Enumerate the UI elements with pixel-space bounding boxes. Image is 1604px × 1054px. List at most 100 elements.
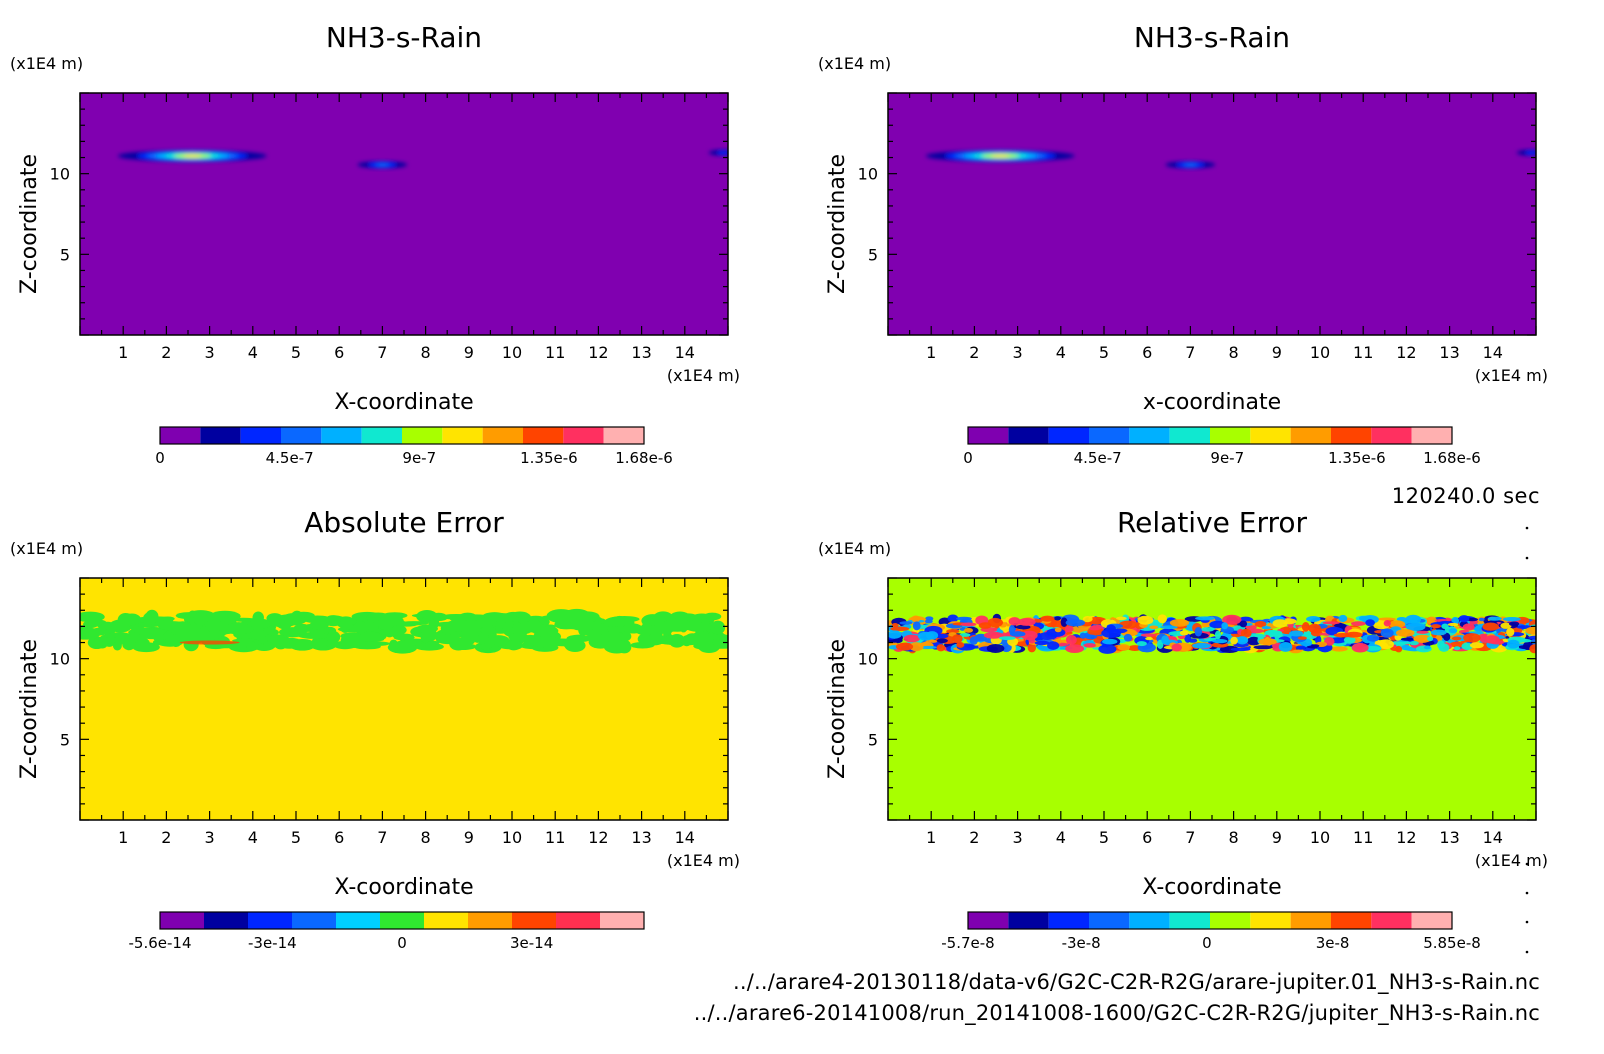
colorbar-swatch <box>1331 912 1372 929</box>
colorbar-label: -3e-8 <box>1062 934 1101 952</box>
y-axis-label: Z-coordinate <box>825 154 850 294</box>
colorbar-swatch <box>1411 427 1452 444</box>
x-tick-label: 14 <box>675 828 695 847</box>
colorbar-swatch <box>424 912 468 929</box>
x-tick-label: 7 <box>1185 343 1195 362</box>
colorbar-swatch <box>523 427 564 444</box>
plot-content <box>117 149 728 169</box>
x-tick-label: 12 <box>588 343 608 362</box>
x-tick-label: 2 <box>969 828 979 847</box>
colorbar-swatch <box>1048 912 1089 929</box>
colorbar-swatch <box>1371 912 1412 929</box>
y-tick-label: 10 <box>50 650 70 669</box>
x-tick-label: 11 <box>1353 343 1373 362</box>
margin-dot <box>1525 920 1529 924</box>
cloud-feature <box>117 150 267 162</box>
colorbar-swatch <box>160 427 201 444</box>
colorbar-swatch <box>468 912 512 929</box>
x-tick-label: 14 <box>675 343 695 362</box>
footer-file-path-1: ../../arare4-20130118/data-v6/G2C-C2R-R2… <box>732 970 1540 994</box>
colorbar: 0 4.5e-7 9e-7 1.35e-6 1.68e-6 <box>963 426 1481 467</box>
colorbar-swatch <box>563 427 604 444</box>
x-unit-label: (x1E4 m) <box>667 366 740 385</box>
colorbar-swatch <box>1129 427 1170 444</box>
panel-title: NH3-s-Rain <box>326 21 482 54</box>
x-axis-label: X-coordinate <box>334 390 473 415</box>
y-unit-label: (x1E4 m) <box>10 54 83 73</box>
x-axis-label: x-coordinate <box>1143 390 1281 415</box>
colorbar-swatch <box>380 912 424 929</box>
x-tick-label: 8 <box>421 828 431 847</box>
x-tick-label: 6 <box>334 343 344 362</box>
y-unit-label: (x1E4 m) <box>818 54 891 73</box>
x-tick-label: 2 <box>161 343 171 362</box>
colorbar-swatch <box>1008 427 1049 444</box>
y-tick-label: 5 <box>60 245 70 264</box>
x-tick-label: 5 <box>1099 343 1109 362</box>
cloud-feature <box>1516 149 1536 156</box>
x-tick-label: 2 <box>161 828 171 847</box>
panel-1: NH3-s-Rain(x1E4 m)1 2 3 4 5 6 7 8 9 10 11 12 13 14510… <box>10 21 740 467</box>
x-tick-label: 10 <box>502 343 522 362</box>
colorbar-swatch <box>1290 427 1331 444</box>
panel-title: NH3-s-Rain <box>1134 21 1290 54</box>
colorbar-swatch <box>248 912 292 929</box>
footer-file-path-2: ../../arare6-20141008/run_20141008-1600/… <box>693 1001 1540 1025</box>
colorbar-swatch <box>968 427 1009 444</box>
colorbar-swatch <box>1089 427 1130 444</box>
margin-dot <box>1525 891 1529 895</box>
x-unit-label: (x1E4 m) <box>1475 366 1548 385</box>
y-tick-label: 5 <box>60 730 70 749</box>
y-tick-label: 10 <box>858 650 878 669</box>
colorbar-swatch <box>603 427 644 444</box>
x-tick-label: 13 <box>1439 343 1459 362</box>
x-tick-label: 4 <box>248 828 258 847</box>
x-tick-label: 8 <box>1229 343 1239 362</box>
x-tick-label: 7 <box>377 828 387 847</box>
y-tick-label: 10 <box>858 165 878 184</box>
x-tick-label: 12 <box>1396 343 1416 362</box>
panel-title: Absolute Error <box>304 506 504 539</box>
plot-content <box>925 149 1536 169</box>
y-axis-label: Z-coordinate <box>17 154 42 294</box>
colorbar-swatch <box>321 427 362 444</box>
x-tick-label: 14 <box>1483 343 1503 362</box>
panel-4: Relative Error(x1E4 m)1 2 3 4 5 6 7 8 9 10 11 12 13 1… <box>818 506 1548 952</box>
colorbar-swatch <box>336 912 380 929</box>
colorbar-label: 4.5e-7 <box>266 449 314 467</box>
x-unit-label: (x1E4 m) <box>667 851 740 870</box>
x-tick-label: 12 <box>588 828 608 847</box>
x-tick-label: 9 <box>1272 343 1282 362</box>
x-tick-label: 7 <box>1185 828 1195 847</box>
x-tick-label: 5 <box>291 828 301 847</box>
x-unit-label: (x1E4 m) <box>1475 851 1548 870</box>
colorbar-label: 1.68e-6 <box>1423 449 1481 467</box>
x-tick-label: 3 <box>205 828 215 847</box>
colorbar-label: -3e-14 <box>248 934 297 952</box>
x-tick-label: 13 <box>1439 828 1459 847</box>
plot-area <box>80 93 728 335</box>
x-tick-label: 10 <box>502 828 522 847</box>
colorbar-swatch <box>1411 912 1452 929</box>
colorbar-swatch <box>1089 912 1130 929</box>
x-tick-label: 4 <box>1056 828 1066 847</box>
plot-content <box>80 608 728 654</box>
colorbar-label: 4.5e-7 <box>1074 449 1122 467</box>
x-tick-label: 1 <box>926 343 936 362</box>
x-tick-label: 1 <box>118 343 128 362</box>
x-tick-label: 6 <box>334 828 344 847</box>
x-axis-label: X-coordinate <box>334 875 473 900</box>
colorbar-label: 9e-7 <box>1210 449 1244 467</box>
x-tick-label: 13 <box>631 828 651 847</box>
panel-3: Absolute Error(x1E4 m)1 2 3 4 5 6 7 8 9 10 11 12 13 1… <box>10 506 740 952</box>
colorbar-label: 0 <box>397 934 407 952</box>
time-label: 120240.0 sec <box>1391 484 1540 508</box>
colorbar-label: 0 <box>155 449 165 467</box>
colorbar-label: 5.85e-8 <box>1423 934 1481 952</box>
y-tick-label: 5 <box>868 730 878 749</box>
x-tick-label: 14 <box>1483 828 1503 847</box>
colorbar-swatch <box>1008 912 1049 929</box>
colorbar-swatch <box>482 427 523 444</box>
x-tick-label: 9 <box>1272 828 1282 847</box>
